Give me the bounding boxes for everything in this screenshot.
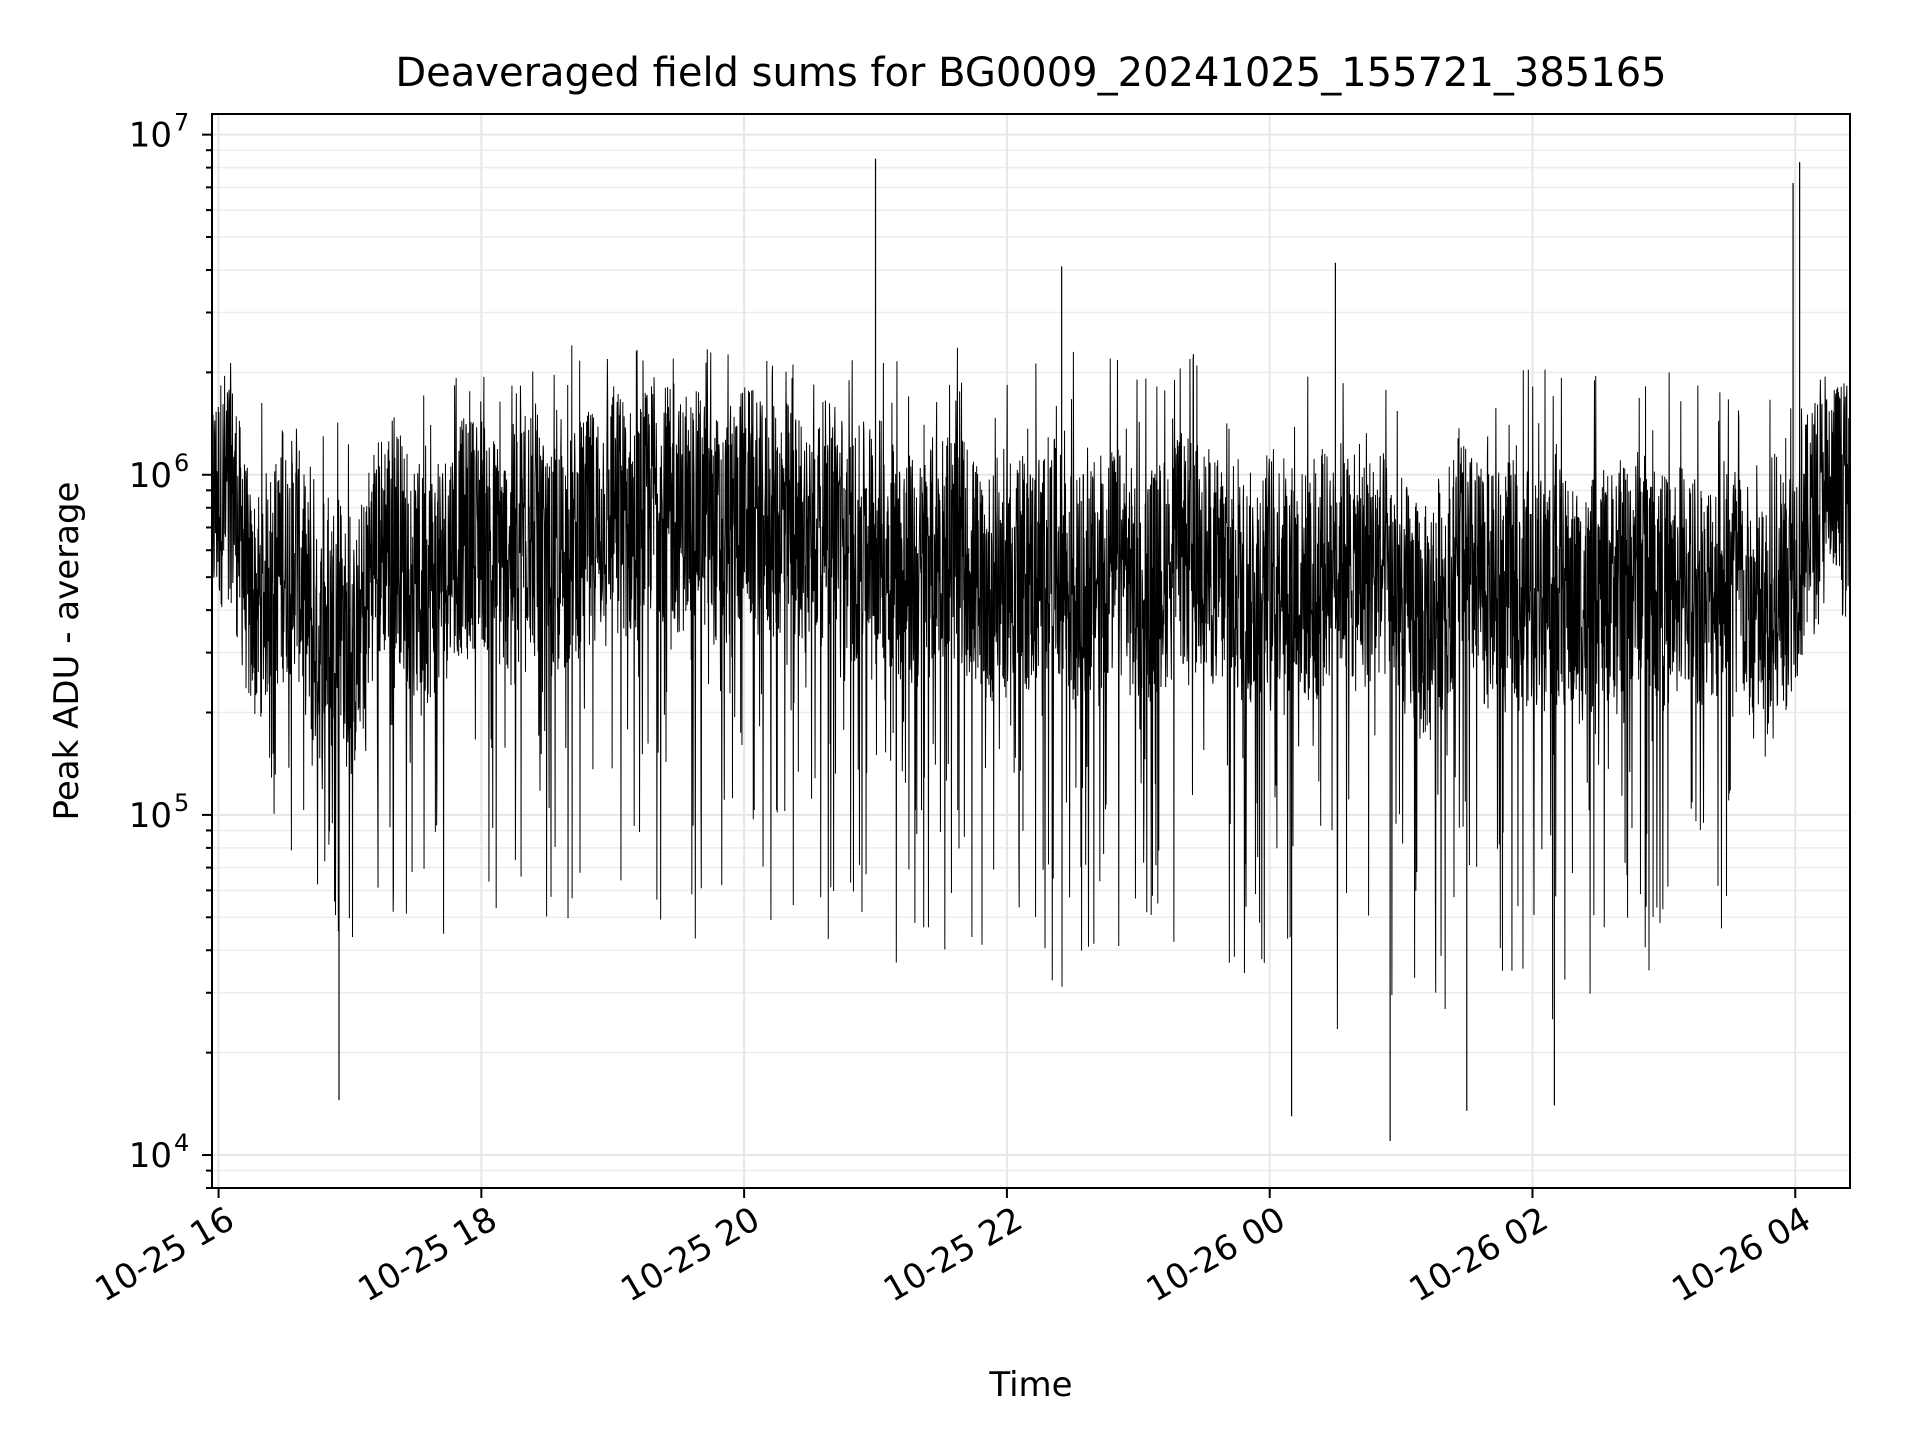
- x-axis-label: Time: [988, 1365, 1072, 1405]
- y-tick-label: 10: [129, 796, 172, 836]
- plot-frame: [211, 113, 1851, 1189]
- x-tick-label: 10-26 04: [1665, 1199, 1817, 1310]
- x-tick-label: 10-25 18: [351, 1199, 503, 1310]
- x-axis: 10-25 16 10-25 18 10-25 20 10-25 22 10-26 00…: [89, 1188, 1818, 1310]
- y-tick-label-exponent: 4: [174, 1129, 189, 1157]
- series-layer: [211, 158, 1851, 1141]
- x-tick-label: 10-25 22: [877, 1199, 1029, 1310]
- x-tick-label: 10-25 16: [89, 1199, 241, 1310]
- y-tick-label: 10: [129, 456, 172, 496]
- series-line: [211, 345, 1851, 1030]
- y-tick-label: 10: [129, 116, 172, 156]
- y-tick-label: 10: [129, 1136, 172, 1176]
- y-axis-label: Peak ADU - average: [47, 482, 87, 821]
- y-tick-label-exponent: 7: [174, 109, 189, 137]
- x-tick-label: 10-25 20: [614, 1199, 766, 1310]
- chart-title: Deaveraged field sums for BG0009_2024102…: [395, 50, 1666, 96]
- x-tick-label: 10-26 02: [1403, 1199, 1555, 1310]
- y-tick-label-exponent: 6: [174, 449, 189, 477]
- y-tick-label-exponent: 5: [174, 789, 189, 817]
- x-tick-label: 10-26 00: [1140, 1199, 1292, 1310]
